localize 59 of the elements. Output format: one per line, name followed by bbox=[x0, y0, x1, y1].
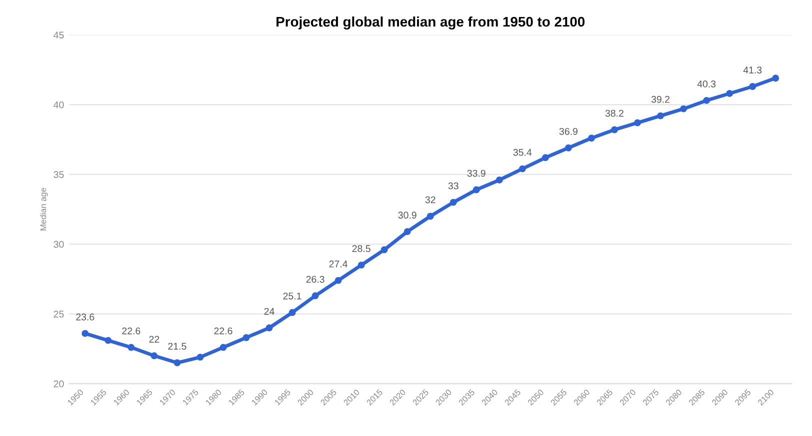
data-label: 35.4 bbox=[513, 148, 532, 156]
data-label: 26.3 bbox=[306, 276, 324, 283]
data-label: 21.5 bbox=[168, 342, 186, 350]
point bbox=[288, 309, 296, 316]
point bbox=[380, 246, 388, 254]
point bbox=[542, 154, 549, 162]
data-label: 33.9 bbox=[467, 170, 486, 177]
y-tick-label: 40 bbox=[54, 101, 64, 108]
point bbox=[588, 134, 595, 142]
point bbox=[426, 212, 434, 220]
point bbox=[266, 324, 273, 332]
point bbox=[220, 344, 227, 351]
y-tick-label: 45 bbox=[54, 32, 64, 38]
data-label: 25.1 bbox=[283, 292, 302, 300]
data-label: 41.3 bbox=[743, 66, 762, 74]
point bbox=[772, 74, 780, 82]
point bbox=[496, 176, 503, 184]
y-tick-label: 30 bbox=[54, 240, 64, 248]
y-tick-label: 25 bbox=[54, 310, 64, 318]
point bbox=[312, 292, 319, 300]
data-label: 33 bbox=[448, 182, 458, 190]
y-tick-label: 20 bbox=[54, 380, 64, 388]
data-label: 24 bbox=[264, 308, 274, 315]
point bbox=[634, 119, 641, 126]
point bbox=[657, 112, 664, 120]
data-label: 39.2 bbox=[651, 96, 670, 103]
data-label: 28.5 bbox=[352, 245, 370, 252]
point bbox=[472, 186, 480, 194]
data-label: 38.2 bbox=[605, 110, 624, 117]
point bbox=[703, 96, 710, 104]
point bbox=[358, 262, 365, 269]
data-label: 23.6 bbox=[76, 314, 94, 320]
point bbox=[174, 359, 181, 366]
data-label: 32 bbox=[425, 196, 436, 204]
data-label: 40.3 bbox=[697, 80, 716, 88]
point bbox=[564, 144, 572, 152]
data-label: 22.6 bbox=[214, 327, 232, 334]
chart-title: Projected global median age from 1950 to 2100 bbox=[276, 16, 585, 30]
point bbox=[150, 352, 158, 360]
point bbox=[680, 105, 687, 112]
point bbox=[82, 330, 89, 337]
point bbox=[518, 165, 526, 172]
point bbox=[404, 228, 411, 236]
point bbox=[242, 334, 250, 342]
point bbox=[726, 90, 734, 97]
point bbox=[450, 198, 457, 206]
point bbox=[128, 344, 135, 351]
point bbox=[749, 83, 756, 90]
data-label: 22.6 bbox=[122, 327, 140, 334]
point bbox=[196, 354, 204, 361]
y-tick-label: 35 bbox=[54, 171, 64, 178]
data-label: 30.9 bbox=[398, 212, 416, 219]
data-label: 27.4 bbox=[329, 260, 348, 268]
y-axis-title: Median age bbox=[40, 188, 48, 230]
point bbox=[334, 276, 342, 284]
data-label: 36.9 bbox=[559, 128, 578, 135]
data-label: 22 bbox=[149, 336, 160, 343]
point bbox=[104, 336, 112, 344]
point bbox=[611, 126, 618, 134]
